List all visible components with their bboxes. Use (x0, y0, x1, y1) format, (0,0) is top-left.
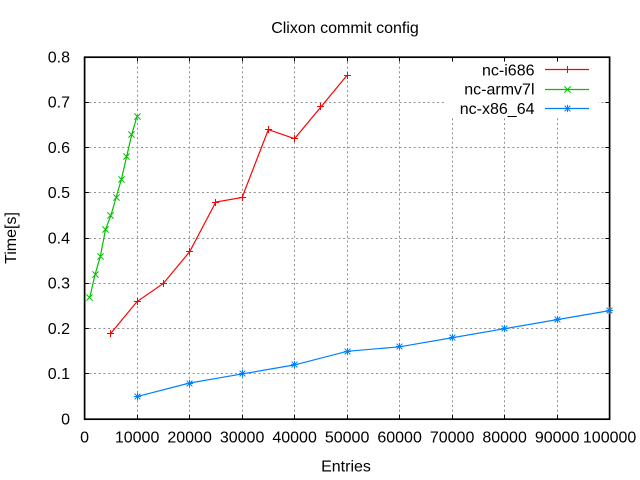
svg-text:80000: 80000 (482, 430, 527, 447)
svg-text:10000: 10000 (115, 430, 160, 447)
svg-text:40000: 40000 (272, 430, 317, 447)
svg-text:0.4: 0.4 (48, 230, 70, 247)
svg-text:nc-armv7l: nc-armv7l (464, 82, 534, 99)
svg-text:nc-x86_64: nc-x86_64 (460, 101, 535, 118)
svg-text:100000: 100000 (583, 430, 636, 447)
svg-text:90000: 90000 (535, 430, 580, 447)
svg-text:nc-i686: nc-i686 (482, 62, 535, 79)
svg-text:70000: 70000 (430, 430, 475, 447)
svg-text:30000: 30000 (220, 430, 265, 447)
svg-text:0.5: 0.5 (48, 185, 70, 202)
svg-text:0: 0 (80, 430, 89, 447)
svg-text:Clixon commit config: Clixon commit config (271, 20, 419, 37)
svg-text:50000: 50000 (325, 430, 370, 447)
svg-text:60000: 60000 (377, 430, 422, 447)
svg-text:0.6: 0.6 (48, 140, 70, 157)
svg-text:20000: 20000 (167, 430, 212, 447)
svg-text:0.7: 0.7 (48, 95, 70, 112)
svg-text:0.8: 0.8 (48, 49, 70, 66)
svg-text:0.2: 0.2 (48, 321, 70, 338)
svg-text:0.3: 0.3 (48, 276, 70, 293)
svg-text:Time[s]: Time[s] (3, 212, 20, 264)
svg-text:0.1: 0.1 (48, 366, 70, 383)
svg-text:Entries: Entries (321, 459, 371, 476)
svg-text:0: 0 (61, 411, 70, 428)
